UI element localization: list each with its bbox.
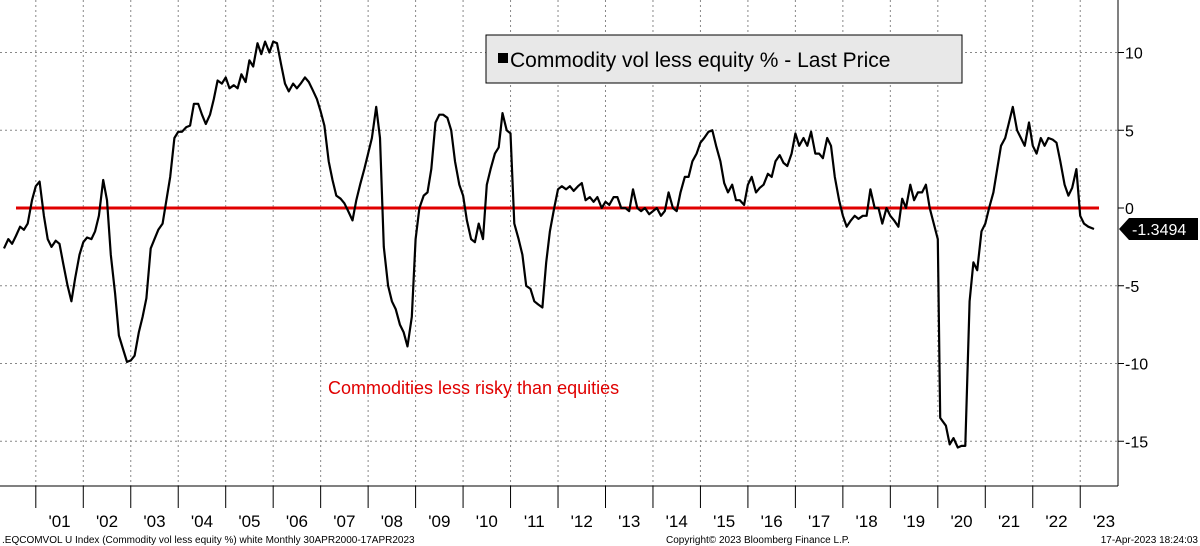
legend-swatch <box>498 53 508 63</box>
x-tick-label: '13 <box>618 512 640 531</box>
x-tick-label: '05 <box>238 512 260 531</box>
x-tick-label: '20 <box>950 512 972 531</box>
x-tick-label: '08 <box>381 512 403 531</box>
y-tick-label: -10 <box>1125 357 1148 374</box>
x-tick-label: '21 <box>998 512 1020 531</box>
x-tick-label: '19 <box>903 512 925 531</box>
legend-label: Commodity vol less equity % - Last Price <box>510 49 890 72</box>
x-tick-label: '09 <box>428 512 450 531</box>
x-tick-label: '03 <box>143 512 165 531</box>
y-axis: 10 5 0 -5 -10 -15 <box>1117 0 1148 486</box>
annotation-commodities-less-risky: Commodities less risky than equities <box>328 378 619 398</box>
x-tick-label: '02 <box>96 512 118 531</box>
y-tick-label: -5 <box>1125 279 1139 296</box>
footer-copyright: Copyright© 2023 Bloomberg Finance L.P. <box>666 535 850 546</box>
x-tick-label: '01 <box>48 512 70 531</box>
last-value-label: -1.3494 <box>1132 222 1186 239</box>
x-tick-label: '12 <box>571 512 593 531</box>
y-tick-label: 0 <box>1125 201 1134 218</box>
x-tick-label: '04 <box>191 512 213 531</box>
x-tick-label: '14 <box>666 512 688 531</box>
legend: Commodity vol less equity % - Last Price <box>485 34 963 84</box>
y-tick-label: 10 <box>1125 46 1143 63</box>
x-tick-label: '06 <box>286 512 308 531</box>
y-tick-label: -15 <box>1125 434 1148 451</box>
x-tick-label: '16 <box>761 512 783 531</box>
x-tick-label: '07 <box>333 512 355 531</box>
x-axis: '01 '02 '03 '04 '05 '06 '07 '08 '09 '10 '11 '12 '13 '… <box>0 485 1118 531</box>
x-tick-label: '10 <box>476 512 498 531</box>
x-tick-label: '15 <box>713 512 735 531</box>
x-tick-label: '17 <box>808 512 830 531</box>
last-value-tag: -1.3494 <box>1119 217 1198 240</box>
footer-timestamp: 17-Apr-2023 18:24:03 <box>1101 535 1199 546</box>
x-tick-label: '11 <box>524 512 545 531</box>
x-tick-label: '18 <box>856 512 878 531</box>
legend-box <box>485 34 963 84</box>
last-value-marker <box>1119 217 1198 240</box>
y-tick-label: 5 <box>1125 123 1134 140</box>
x-tick-label: '22 <box>1045 512 1067 531</box>
series-line-commodity-vol-less-equity <box>3 40 1095 449</box>
x-tick-label: '23 <box>1093 512 1115 531</box>
footer-index-description: .EQCOMVOL U Index (Commodity vol less eq… <box>2 535 415 546</box>
